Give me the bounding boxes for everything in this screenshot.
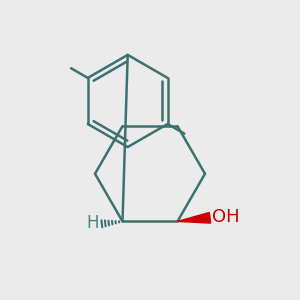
Text: H: H <box>86 214 99 232</box>
Polygon shape <box>178 212 211 223</box>
Text: OH: OH <box>212 208 240 226</box>
